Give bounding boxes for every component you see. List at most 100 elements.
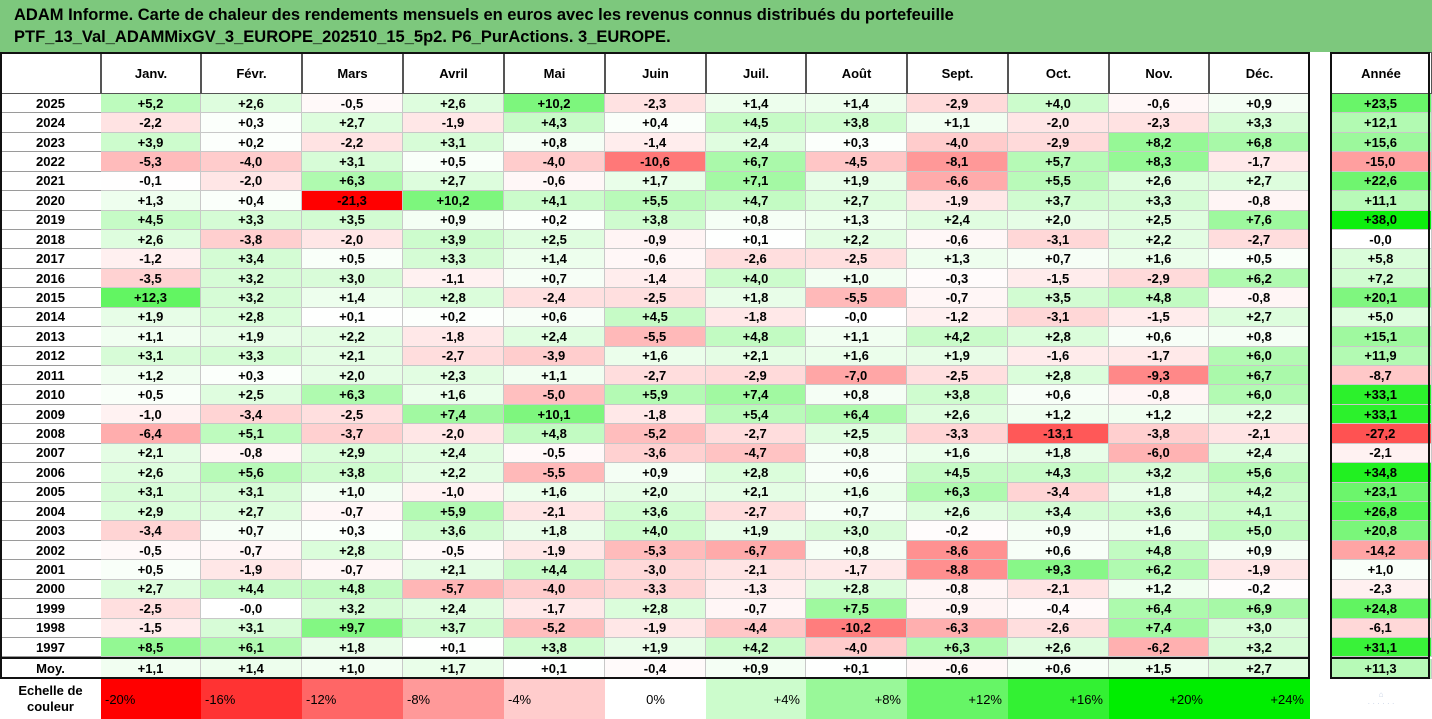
heatmap-cell: +5,9 — [605, 385, 706, 405]
heatmap-cell: -8,8 — [907, 560, 1008, 580]
heatmap-cell: +4,5 — [101, 210, 201, 230]
heatmap-cell: -2,5 — [806, 249, 907, 269]
year-label: 2020 — [0, 191, 101, 211]
heatmap-cell: +3,2 — [302, 599, 403, 619]
heatmap-cell: +3,3 — [201, 346, 302, 366]
heatmap-cell: +1,6 — [1109, 249, 1209, 269]
heatmap-cell: -0,7 — [302, 502, 403, 522]
heatmap-cell: -0,5 — [504, 443, 605, 464]
heatmap-cell: +1,8 — [1109, 482, 1209, 503]
average-cell: +1,5 — [1109, 659, 1209, 680]
heatmap-cell: -0,6 — [504, 171, 605, 192]
heatmap-cell: +1,8 — [706, 288, 806, 308]
heatmap-cell: -1,3 — [706, 579, 806, 600]
year-total-cell: +1,0 — [1330, 560, 1432, 580]
heatmap-cell: -6,2 — [1109, 638, 1209, 658]
heatmap-cell: +12,3 — [101, 288, 201, 308]
heatmap-cell: +6,9 — [1209, 599, 1310, 619]
heatmap-cell: -0,6 — [907, 230, 1008, 250]
heatmap-cell: -0,4 — [1008, 599, 1109, 619]
heatmap-cell: -1,2 — [101, 249, 201, 269]
heatmap-cell: -0,8 — [1209, 288, 1310, 308]
heatmap-cell: +1,2 — [1109, 579, 1209, 600]
heatmap-cell: +4,8 — [706, 327, 806, 347]
heatmap-cell: +1,6 — [806, 482, 907, 503]
heatmap-cell: +2,6 — [101, 463, 201, 483]
heatmap-cell: +1,1 — [907, 113, 1008, 133]
heatmap-cell: +0,9 — [1209, 540, 1310, 561]
heatmap-cell: +2,5 — [504, 230, 605, 250]
heatmap-cell: +2,2 — [806, 230, 907, 250]
heatmap-cell: +2,6 — [907, 502, 1008, 522]
heatmap-cell: +2,4 — [403, 443, 504, 464]
heatmap-cell: +2,6 — [907, 404, 1008, 425]
column-header: Mai — [504, 52, 605, 94]
heatmap-cell: +4,8 — [1109, 540, 1209, 561]
heatmap-cell: -2,4 — [504, 288, 605, 308]
heatmap-cell: -2,1 — [706, 560, 806, 580]
year-total-cell: -2,1 — [1330, 443, 1432, 464]
heatmap-cell: -3,4 — [1008, 482, 1109, 503]
heatmap-cell: +3,0 — [302, 268, 403, 289]
heatmap-cell: +3,2 — [1209, 638, 1310, 658]
heatmap-cell: +0,8 — [504, 132, 605, 153]
year-label: 2022 — [0, 152, 101, 172]
heatmap-cell: -3,3 — [907, 424, 1008, 444]
heatmap-cell: -1,7 — [806, 560, 907, 580]
heatmap-cell: +1,1 — [101, 327, 201, 347]
year-total-cell: +24,8 — [1330, 599, 1432, 619]
heatmap-cell: +5,2 — [101, 94, 201, 114]
heatmap-cell: +4,3 — [504, 113, 605, 133]
year-total-cell: +38,0 — [1330, 210, 1432, 230]
heatmap-cell: -4,0 — [504, 152, 605, 172]
heatmap-cell: -4,0 — [504, 579, 605, 600]
heatmap-cell: -2,9 — [907, 94, 1008, 114]
heatmap-cell: +2,2 — [1109, 230, 1209, 250]
average-cell: +0,6 — [1008, 659, 1109, 680]
heatmap-cell: +6,3 — [907, 638, 1008, 658]
year-total-cell: +23,1 — [1330, 482, 1432, 503]
heatmap-cell: +0,7 — [806, 502, 907, 522]
heatmap-cell: +0,4 — [201, 191, 302, 211]
heatmap-cell: +6,0 — [1209, 346, 1310, 366]
year-label: 2017 — [0, 249, 101, 269]
heatmap-cell: +6,2 — [1109, 560, 1209, 580]
heatmap-cell: +4,8 — [1109, 288, 1209, 308]
heatmap-cell: +4,0 — [1008, 94, 1109, 114]
heatmap-cell: +1,9 — [605, 638, 706, 658]
year-total-cell: -8,7 — [1330, 366, 1432, 386]
heatmap-cell: -8,6 — [907, 540, 1008, 561]
year-label: 2008 — [0, 424, 101, 444]
year-total-cell: +33,1 — [1330, 404, 1432, 425]
heatmap-cell: -13,1 — [1008, 424, 1109, 444]
heatmap-cell: +1,9 — [806, 171, 907, 192]
heatmap-cell: +1,6 — [907, 443, 1008, 464]
logo-mark: ⌂ · · · · · · — [1367, 690, 1395, 709]
year-total-cell: +5,0 — [1330, 307, 1432, 328]
year-label: 2002 — [0, 540, 101, 561]
average-cell: +1,0 — [302, 659, 403, 680]
heatmap-cell: +2,4 — [907, 210, 1008, 230]
heatmap-cell: +0,8 — [706, 210, 806, 230]
heatmap-cell: +1,4 — [302, 288, 403, 308]
year-total-cell: +11,1 — [1330, 191, 1432, 211]
year-total-cell: +15,1 — [1330, 327, 1432, 347]
heatmap-cell: +3,7 — [1008, 191, 1109, 211]
heatmap-cell: +0,6 — [806, 463, 907, 483]
heatmap-cell: +3,7 — [403, 618, 504, 639]
heatmap-cell: +3,8 — [302, 463, 403, 483]
heatmap-cell: +1,4 — [706, 94, 806, 114]
heatmap-cell: -1,6 — [1008, 346, 1109, 366]
heatmap-cell: +2,7 — [101, 579, 201, 600]
heatmap-cell: +6,3 — [907, 482, 1008, 503]
heatmap-cell: +3,3 — [403, 249, 504, 269]
year-total-cell: +34,8 — [1330, 463, 1432, 483]
heatmap-cell: +5,4 — [706, 404, 806, 425]
heatmap-cell: +4,5 — [605, 307, 706, 328]
corner-cell — [0, 52, 101, 94]
heatmap-cell: +1,6 — [806, 346, 907, 366]
heatmap-cell: +2,7 — [403, 171, 504, 192]
heatmap-cell: +1,8 — [302, 638, 403, 658]
heatmap-cell: -1,4 — [605, 268, 706, 289]
heatmap-cell: -0,5 — [403, 540, 504, 561]
